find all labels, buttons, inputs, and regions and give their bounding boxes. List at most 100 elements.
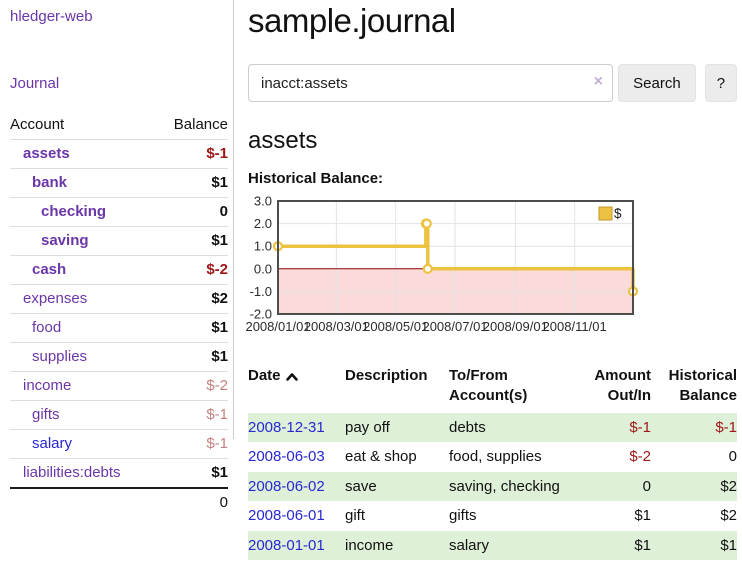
clear-search-icon[interactable]: × [593, 73, 603, 90]
account-row: cash $-2 [10, 255, 228, 285]
transaction-date-link[interactable]: 2008-06-01 [248, 507, 325, 524]
transaction-description: gift [345, 507, 366, 524]
data-point-marker [422, 263, 433, 274]
transaction-description: income [345, 530, 449, 560]
register-header-accounts: To/From Account(s) [449, 367, 528, 405]
account-link-food[interactable]: food [32, 319, 62, 336]
account-balance: $2 [156, 284, 228, 314]
transaction-row: 2008-06-01 gift gifts $1 $2 [248, 501, 737, 531]
register-header-description: Description [345, 367, 428, 384]
y-tick-label: 3.0 [254, 194, 272, 209]
y-tick-label: -1.0 [250, 284, 272, 299]
transaction-accounts: food, supplies [449, 448, 542, 465]
y-tick-label: -2.0 [250, 307, 272, 322]
transaction-accounts: gifts [449, 507, 477, 524]
transaction-date-link[interactable]: 2008-12-31 [248, 418, 325, 436]
account-balance: $1 [156, 313, 228, 343]
transaction-balance: $2 [651, 471, 737, 501]
transaction-date-cell: 2008-06-01 [248, 501, 345, 531]
x-tick-label: 2008/03/01 [304, 319, 369, 334]
sidebar-divider [233, 0, 234, 439]
account-title: assets [248, 127, 318, 154]
x-tick-label: 2008/07/01 [422, 319, 487, 334]
transaction-date-cell: 2008-06-03 [248, 442, 345, 472]
register-header-date[interactable]: Date [248, 364, 345, 413]
sort-ascending-icon [285, 367, 298, 387]
transaction-date-cell: 2008-12-31 [248, 412, 345, 442]
account-balance: $-1 [156, 429, 228, 459]
x-tick-label: 2008/09/01 [483, 319, 548, 334]
transaction-amount: $-1 [571, 412, 651, 442]
account-row: bank $1 [10, 168, 228, 198]
accounts-total-row: 0 [10, 487, 228, 517]
account-row: salary $-1 [10, 429, 228, 459]
legend-label: $ [614, 206, 622, 221]
transaction-accounts: salary [449, 530, 571, 560]
account-link-expenses[interactable]: expenses [23, 290, 88, 307]
sidebar-item-journal[interactable]: Journal [10, 75, 60, 92]
account-link-supplies[interactable]: supplies [32, 348, 88, 365]
transaction-accounts: saving, checking [449, 471, 571, 501]
y-tick-label: 2.0 [254, 216, 272, 231]
chart-svg: $3.0 2.0 1.0 0.0 -1.0 -2.02008/01/012008/03/0… [245, 194, 639, 334]
transaction-accounts: debts [449, 412, 571, 442]
transaction-date-link[interactable]: 2008-06-03 [248, 448, 325, 465]
account-link-bank[interactable]: bank [32, 174, 68, 191]
register-table: Date Description To/From Account(s) Amou… [248, 364, 737, 560]
account-balance: $-1 [156, 139, 228, 169]
account-row: liabilities:debts $1 [10, 458, 228, 488]
transaction-amount: $1 [571, 530, 651, 560]
account-balance: $-1 [156, 400, 228, 430]
legend-swatch [598, 206, 613, 221]
account-row: checking 0 [10, 197, 228, 227]
x-tick-label: 2008/05/01 [363, 319, 428, 334]
transaction-description: pay off [345, 412, 449, 442]
help-button[interactable]: ? [704, 64, 737, 102]
account-link-salary[interactable]: salary [32, 435, 73, 452]
transaction-date-link[interactable]: 2008-06-02 [248, 477, 325, 495]
accounts-table-header-balance: Balance [173, 116, 228, 133]
account-row: gifts $-1 [10, 400, 228, 430]
y-tick-label: 0.0 [254, 261, 272, 276]
page-title: sample.journal [248, 2, 456, 39]
register-header-amount: Amount Out/In [594, 367, 651, 405]
y-tick-label: 1.0 [254, 239, 272, 254]
transaction-balance: 0 [728, 448, 737, 465]
transaction-balance: $-1 [651, 412, 737, 442]
transaction-row: 2008-06-03 eat & shop food, supplies $-2 0 [248, 442, 737, 472]
search-button[interactable]: Search [618, 64, 696, 102]
data-point-marker [421, 218, 432, 229]
transaction-balance: $2 [720, 507, 737, 524]
transaction-row: 2008-01-01 income salary $1 $1 [248, 530, 737, 560]
sidebar: hledger-web Journal Account Balance asse… [0, 0, 233, 517]
account-link-assets[interactable]: assets [23, 145, 70, 162]
transaction-balance: $1 [651, 530, 737, 560]
search-input[interactable] [248, 64, 613, 102]
app-brand-link[interactable]: hledger-web [10, 8, 93, 25]
account-link-gifts[interactable]: gifts [32, 406, 60, 423]
accounts-total: 0 [156, 487, 228, 517]
transaction-date-link[interactable]: 2008-01-01 [248, 536, 325, 554]
transaction-amount: $-2 [629, 448, 651, 465]
account-balance: $-2 [156, 255, 228, 285]
search-form: × Search ? [248, 64, 737, 102]
historical-balance-chart: $3.0 2.0 1.0 0.0 -1.0 -2.0 2008/01/01 2008/03/0… [245, 194, 648, 338]
transaction-description: save [345, 471, 449, 501]
account-row: saving $1 [10, 226, 228, 256]
account-row: assets $-1 [10, 139, 228, 169]
account-link-cash[interactable]: cash [32, 261, 67, 278]
account-link-checking[interactable]: checking [41, 203, 107, 220]
account-link-liabilities-debts[interactable]: liabilities:debts [23, 464, 121, 481]
account-row: expenses $2 [10, 284, 228, 314]
account-balance: $1 [156, 458, 228, 488]
x-tick-label: 2008/11/01 [543, 319, 607, 334]
account-balance: $1 [156, 342, 228, 372]
account-row: food $1 [10, 313, 228, 343]
x-tick-label: 2008/01/01 [245, 319, 310, 334]
account-balance: $-2 [156, 371, 228, 401]
register-header-balance: Historical Balance [668, 367, 737, 405]
account-link-saving[interactable]: saving [41, 232, 89, 249]
main-content: sample.journal × Search ? assets Histori… [245, 0, 737, 560]
account-link-income[interactable]: income [23, 377, 72, 394]
transaction-date-cell: 2008-01-01 [248, 530, 345, 560]
